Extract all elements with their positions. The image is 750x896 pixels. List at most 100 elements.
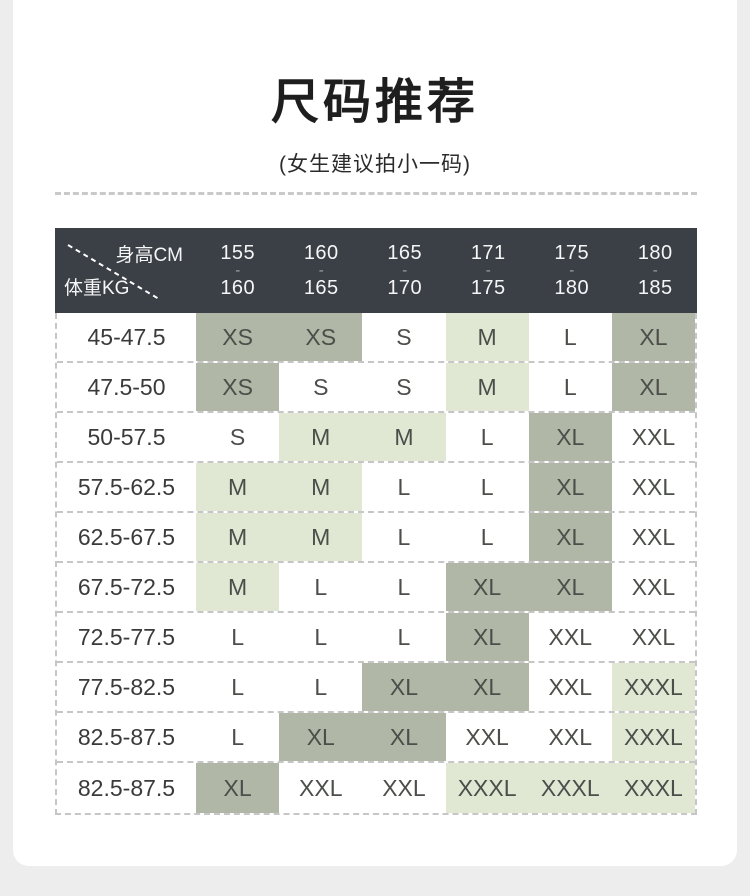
weight-range-label: 57.5-62.5 bbox=[77, 473, 176, 500]
table-header-row: 身高CM 体重KG 155 - 160 160 - 165 165 - 170 … bbox=[55, 228, 697, 313]
weight-axis-label: 体重KG bbox=[64, 278, 130, 299]
size-cell: XL bbox=[611, 313, 696, 361]
header-height-column: 155 - 160 bbox=[196, 228, 280, 313]
header-height-column: 175 - 180 bbox=[530, 228, 614, 313]
size-cell: L bbox=[480, 523, 494, 550]
size-cell: XXL bbox=[631, 423, 676, 450]
size-cell: XXXL bbox=[445, 763, 529, 813]
size-cell: M bbox=[196, 463, 280, 511]
size-cell: XS bbox=[279, 313, 363, 361]
size-cell: XXXL bbox=[611, 713, 696, 761]
size-cell: XL bbox=[528, 563, 612, 611]
size-cell: M bbox=[279, 513, 363, 561]
content-sheet: 尺码推荐 (女生建议拍小一码) 身高CM 体重KG 155 - 160 160 … bbox=[13, 0, 737, 866]
table-body: 45-47.5 XS XS S M L XL 47.5-50 XS S S M … bbox=[55, 313, 697, 815]
corner-cell: 身高CM 体重KG bbox=[55, 228, 196, 313]
header-height-column: 171 - 175 bbox=[447, 228, 531, 313]
range-separator: - bbox=[402, 262, 408, 279]
size-cell: XL bbox=[445, 663, 529, 711]
height-to: 160 bbox=[220, 277, 256, 299]
size-cell: XS bbox=[196, 363, 280, 411]
size-cell: XXL bbox=[631, 623, 676, 650]
height-to: 180 bbox=[554, 277, 590, 299]
dashed-divider bbox=[55, 192, 697, 195]
size-chart-table: 身高CM 体重KG 155 - 160 160 - 165 165 - 170 … bbox=[55, 228, 697, 815]
size-cell: L bbox=[397, 473, 411, 500]
header-height-column: 180 - 185 bbox=[614, 228, 698, 313]
size-cell: L bbox=[314, 673, 328, 700]
size-cell: XXL bbox=[631, 523, 676, 550]
size-cell: M bbox=[445, 313, 529, 361]
size-cell: S bbox=[229, 423, 246, 450]
table-row: 47.5-50 XS S S M L XL bbox=[57, 363, 696, 413]
table-row: 62.5-67.5 M M L L XL XXL bbox=[57, 513, 695, 563]
size-cell: XL bbox=[279, 713, 363, 761]
weight-range-label: 50-57.5 bbox=[87, 423, 166, 450]
size-cell: XXXL bbox=[528, 763, 612, 813]
size-cell: L bbox=[231, 623, 244, 650]
height-from: 155 bbox=[220, 242, 256, 264]
weight-range-label: 82.5-87.5 bbox=[77, 774, 176, 801]
size-cell: XXXL bbox=[611, 663, 696, 711]
size-cell: XL bbox=[196, 763, 280, 813]
page-title: 尺码推荐 bbox=[270, 76, 479, 129]
table-row: 82.5-87.5 XL XXL XXL XXXL XXXL XXXL bbox=[57, 763, 696, 813]
size-cell: XXXL bbox=[611, 763, 696, 813]
size-cell: S bbox=[396, 323, 412, 350]
table-row: 50-57.5 S M M L XL XXL bbox=[57, 413, 695, 463]
size-cell: L bbox=[314, 573, 328, 600]
size-cell: S bbox=[396, 373, 412, 400]
table-row: 45-47.5 XS XS S M L XL bbox=[57, 313, 696, 363]
height-to: 185 bbox=[637, 277, 673, 299]
size-cell: L bbox=[563, 323, 577, 350]
range-separator: - bbox=[485, 262, 491, 279]
height-from: 175 bbox=[554, 242, 590, 264]
height-from: 165 bbox=[387, 242, 423, 264]
height-from: 171 bbox=[470, 242, 506, 264]
weight-range-label: 45-47.5 bbox=[87, 323, 166, 350]
table-row: 67.5-72.5 M L L XL XL XXL bbox=[57, 563, 695, 613]
size-cell: M bbox=[279, 463, 363, 511]
table-row: 82.5-87.5 L XL XL XXL XXL XXXL bbox=[57, 713, 696, 763]
table-row: 57.5-62.5 M M L L XL XXL bbox=[57, 463, 695, 513]
weight-range-label: 82.5-87.5 bbox=[77, 723, 176, 750]
range-separator: - bbox=[235, 262, 241, 279]
height-to: 170 bbox=[387, 277, 423, 299]
size-cell: XXL bbox=[548, 623, 593, 650]
weight-range-label: 62.5-67.5 bbox=[77, 523, 176, 550]
size-cell: M bbox=[362, 413, 446, 461]
header-height-column: 165 - 170 bbox=[363, 228, 447, 313]
height-from: 180 bbox=[637, 242, 673, 264]
table-row: 72.5-77.5 L L L XL XXL XXL bbox=[57, 613, 695, 663]
size-cell: XXL bbox=[548, 673, 593, 700]
page-subtitle: (女生建议拍小一码) bbox=[279, 153, 471, 176]
size-cell: S bbox=[313, 373, 329, 400]
size-cell: XL bbox=[362, 713, 446, 761]
size-cell: XL bbox=[611, 363, 696, 411]
height-to: 175 bbox=[470, 277, 506, 299]
range-separator: - bbox=[318, 262, 324, 279]
size-cell: XL bbox=[528, 463, 612, 511]
size-cell: L bbox=[231, 673, 244, 700]
size-cell: XS bbox=[196, 313, 280, 361]
size-cell: M bbox=[196, 513, 280, 561]
size-cell: XXL bbox=[631, 573, 676, 600]
size-cell: L bbox=[397, 523, 411, 550]
table-row: 77.5-82.5 L L XL XL XXL XXXL bbox=[57, 663, 696, 713]
size-cell: XL bbox=[445, 613, 529, 661]
weight-range-label: 72.5-77.5 bbox=[77, 623, 176, 650]
size-cell: L bbox=[397, 623, 411, 650]
size-cell: XL bbox=[528, 513, 612, 561]
size-cell: XL bbox=[362, 663, 446, 711]
size-cell: XXL bbox=[382, 774, 426, 801]
height-to: 165 bbox=[303, 277, 339, 299]
header-height-column: 160 - 165 bbox=[280, 228, 364, 313]
size-cell: L bbox=[480, 423, 494, 450]
size-cell: XXL bbox=[465, 723, 509, 750]
height-from: 160 bbox=[303, 242, 339, 264]
weight-range-label: 47.5-50 bbox=[87, 373, 166, 400]
weight-range-label: 67.5-72.5 bbox=[77, 573, 176, 600]
weight-range-label: 77.5-82.5 bbox=[77, 673, 176, 700]
size-cell: M bbox=[196, 563, 280, 611]
